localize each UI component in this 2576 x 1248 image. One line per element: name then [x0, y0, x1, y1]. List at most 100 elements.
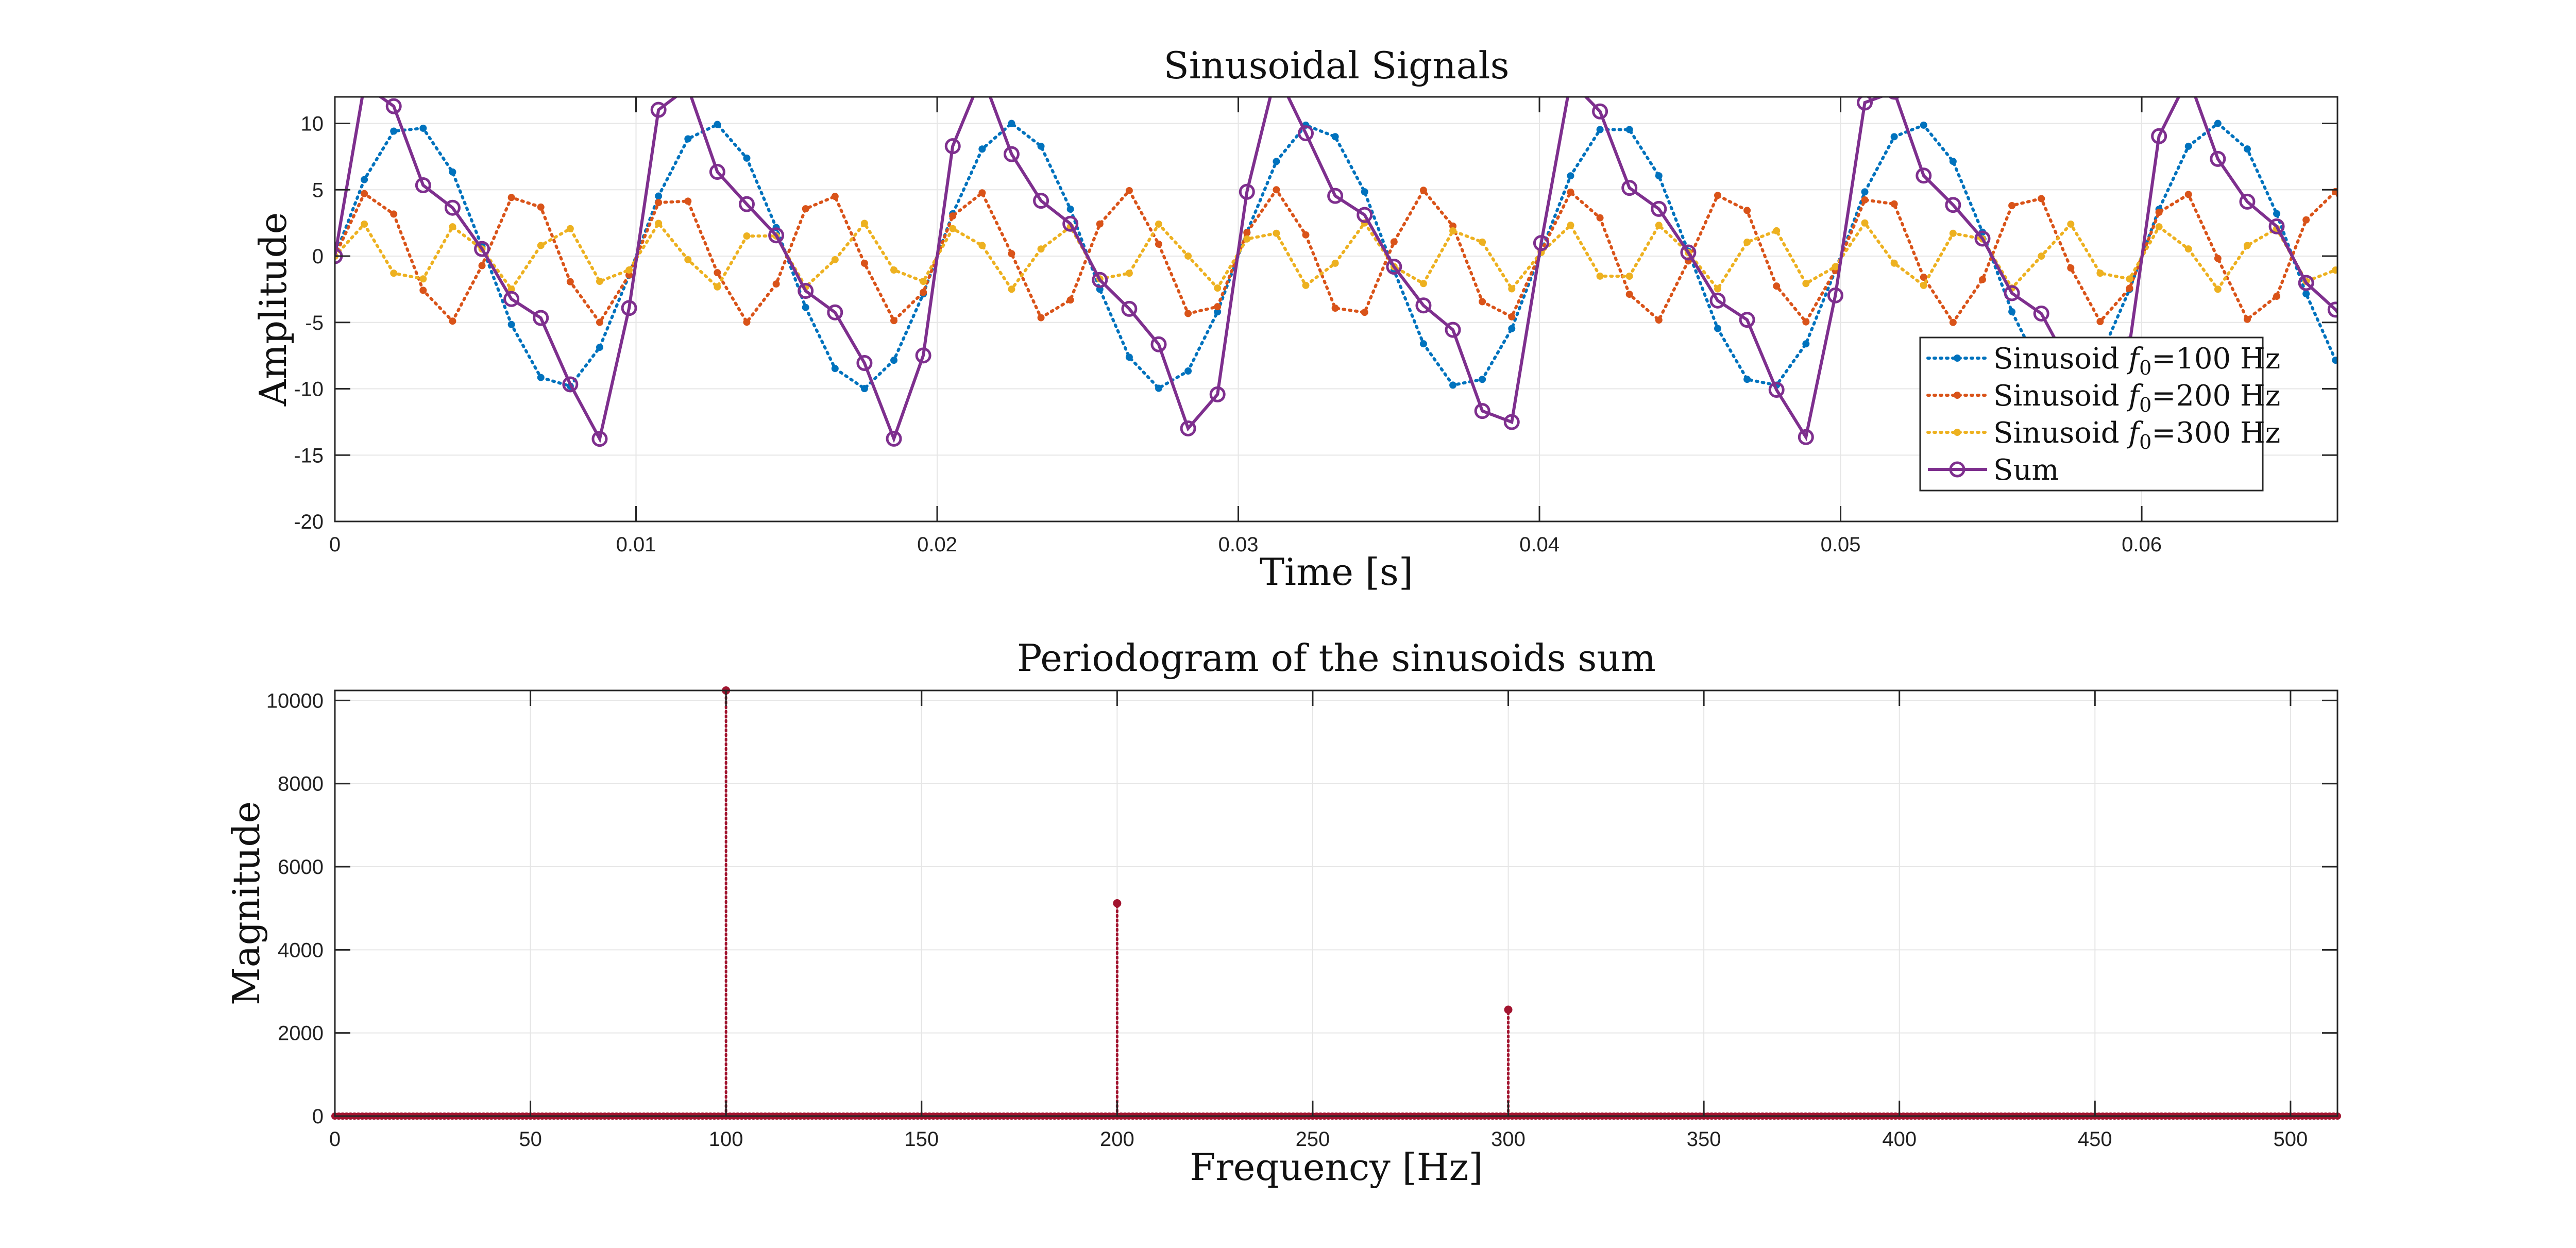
data-point	[1920, 121, 1927, 129]
data-point	[2033, 305, 2049, 322]
data-point	[419, 286, 427, 294]
data-point	[1008, 120, 1015, 127]
x-tick-label: 0.05	[1821, 533, 1861, 556]
data-point	[478, 262, 486, 269]
x-tick-label: 0	[329, 533, 341, 556]
series-line	[335, 97, 2337, 445]
tick-layer: 0 0.01 0.02 0.03 0.04 0.05 0.06 10 5 0 -5 -10 -15 -20	[294, 97, 2337, 556]
stem-marker	[1504, 1005, 1513, 1014]
data-point	[655, 192, 663, 200]
data-point	[920, 278, 927, 285]
data-point	[1768, 382, 1785, 398]
axes-box	[334, 96, 2338, 522]
y-tick-label: 0	[312, 1105, 324, 1128]
data-point	[2008, 308, 2016, 316]
y-tick-label: 0	[312, 245, 324, 268]
data-point	[1419, 280, 1427, 288]
data-point	[1214, 303, 1222, 311]
y-tick-label: -5	[305, 312, 324, 334]
y-axis-label: Magnitude	[225, 801, 268, 1005]
data-point	[1180, 420, 1196, 436]
data-point	[1386, 259, 1402, 275]
data-point	[2126, 275, 2133, 283]
y-tick-label: 10000	[266, 689, 324, 712]
data-point	[1273, 158, 1280, 165]
data-point	[1949, 229, 1957, 237]
data-point	[2151, 128, 2167, 144]
legend-label: Sinusoid f0=300 Hz	[1993, 416, 2280, 453]
y-tick-label: 4000	[278, 939, 324, 962]
data-point	[1125, 353, 1133, 361]
data-point	[2273, 293, 2281, 300]
data-point	[1479, 238, 1486, 246]
data-point	[2214, 255, 2222, 262]
legend-entry: Sinusoid f0=100 Hz	[1926, 342, 2280, 379]
data-point	[596, 344, 603, 351]
data-point	[1802, 340, 1810, 348]
data-point	[474, 241, 490, 257]
data-point	[1890, 133, 1898, 141]
data-point	[1209, 386, 1226, 402]
data-point	[860, 385, 868, 393]
data-point	[1062, 215, 1079, 232]
data-point	[596, 278, 603, 285]
data-point	[1978, 276, 1986, 283]
data-point	[1945, 197, 1961, 213]
data-point	[1214, 284, 1222, 292]
data-point	[1798, 429, 1814, 445]
data-point	[1037, 314, 1045, 322]
data-point	[709, 164, 725, 180]
data-point	[591, 431, 608, 447]
data-point	[1625, 291, 1633, 298]
data-point	[1331, 305, 1339, 312]
data-point	[1567, 172, 1574, 180]
data-point	[625, 266, 633, 274]
data-point	[1592, 103, 1608, 120]
stem-marker	[1113, 899, 1122, 907]
data-point	[1449, 227, 1457, 234]
data-point	[2184, 191, 2192, 198]
data-point	[2243, 242, 2251, 249]
data-point	[1625, 273, 1633, 280]
data-point	[1714, 285, 1722, 293]
data-point	[1861, 196, 1869, 204]
data-point	[1298, 125, 1314, 142]
data-point	[1155, 384, 1162, 392]
x-tick-label: 450	[2078, 1128, 2112, 1151]
data-point	[361, 190, 368, 197]
data-point	[566, 225, 574, 232]
data-point	[2155, 208, 2163, 216]
data-point	[533, 310, 549, 326]
x-tick-label: 100	[709, 1128, 743, 1151]
x-tick-label: 0.03	[1218, 533, 1259, 556]
data-point	[2243, 315, 2251, 323]
data-point	[650, 102, 667, 118]
data-point	[1239, 183, 1255, 200]
data-point	[1184, 310, 1192, 317]
legend-subscript: 0	[2139, 431, 2151, 453]
data-point	[1533, 235, 1549, 251]
periodogram-chart: 0 50 100 150 200 250 300 350 400 450 500 0 2000 4000 6…	[225, 636, 2341, 1189]
data-point	[714, 121, 721, 128]
data-point	[1096, 220, 1104, 228]
legend-entry: Sum	[1928, 453, 2059, 487]
x-tick-label: 0.02	[917, 533, 957, 556]
data-point	[390, 127, 398, 135]
series-clip	[335, 97, 2337, 448]
data-point	[714, 283, 721, 291]
legend-subscript: 0	[2139, 394, 2151, 416]
data-point	[1033, 193, 1049, 209]
legend-subscript: 0	[2139, 357, 2151, 379]
chart-title: Periodogram of the sinusoids sum	[1017, 636, 1656, 680]
data-point	[1596, 126, 1604, 133]
data-point	[1474, 403, 1490, 419]
data-point	[1008, 250, 1015, 258]
data-point	[1567, 222, 1574, 229]
legend-entry: Sinusoid f0=300 Hz	[1926, 416, 2280, 453]
legend-text: Sinusoid	[1993, 342, 2128, 376]
x-tick-label: 150	[904, 1128, 939, 1151]
data-point	[449, 168, 456, 176]
grid	[334, 97, 2337, 522]
data-point	[1003, 146, 1020, 162]
data-point	[1037, 245, 1045, 253]
